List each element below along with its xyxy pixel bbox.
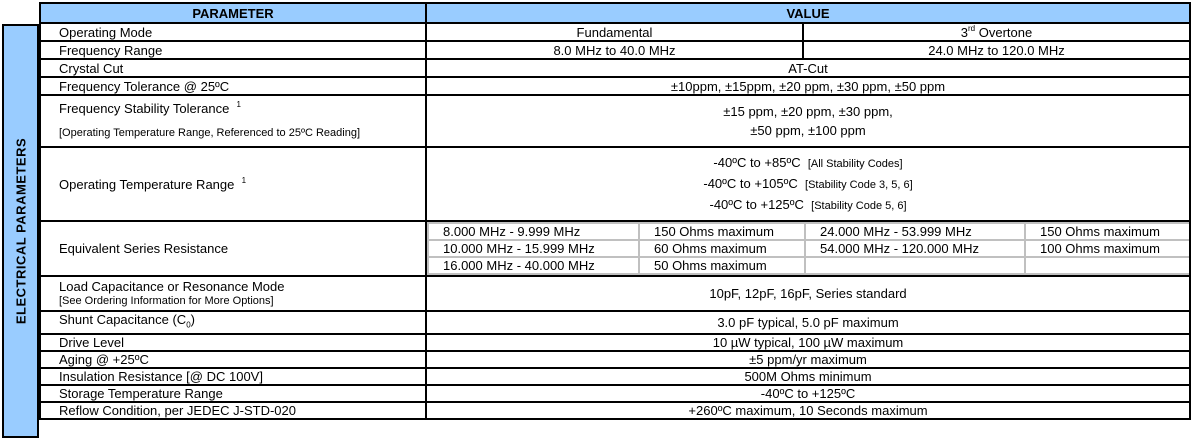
specifications-table: PARAMETER VALUE Operating Mode Fundament… <box>39 2 1191 420</box>
table-row: Operating Mode Fundamental 3rd Overtone <box>39 22 1191 42</box>
table-row: Shunt Capacitance (C0) 3.0 pF typical, 5… <box>39 310 1191 335</box>
table-row: Frequency Range 8.0 MHz to 40.0 MHz 24.0… <box>39 40 1191 60</box>
table-row: Aging @ +25ºC ±5 ppm/yr maximum <box>39 349 1191 369</box>
table-row: Frequency Stability Tolerance 1 [Operatin… <box>39 94 1191 148</box>
table-row: Operating Temperature Range 1 -40ºC to +… <box>39 146 1191 222</box>
table-row: Load Capacitance or Resonance Mode [See O… <box>39 275 1191 312</box>
table-row: Reflow Condition, per JEDEC J-STD-020 +2… <box>39 400 1191 420</box>
table-row: Insulation Resistance [@ DC 100V] 500M O… <box>39 366 1191 386</box>
table-row-esr: Equivalent Series Resistance 8.000 MHz -… <box>39 220 1191 277</box>
electrical-parameters-label: ELECTRICAL PARAMETERS <box>2 24 39 438</box>
value-header: VALUE <box>424 2 1191 24</box>
table-row: Storage Temperature Range -40ºC to +125º… <box>39 383 1191 403</box>
table-row: Crystal Cut AT-Cut <box>39 58 1191 78</box>
esr-subtable: 8.000 MHz - 9.999 MHz 150 Ohms maximum 24.… <box>428 223 1189 274</box>
table-row: Drive Level 10 µW typical, 100 µW maximu… <box>39 332 1191 352</box>
header-row: PARAMETER VALUE <box>39 2 1191 24</box>
parameter-header: PARAMETER <box>39 2 427 24</box>
table-row: Frequency Tolerance @ 25ºC ±10ppm, ±15pp… <box>39 76 1191 96</box>
